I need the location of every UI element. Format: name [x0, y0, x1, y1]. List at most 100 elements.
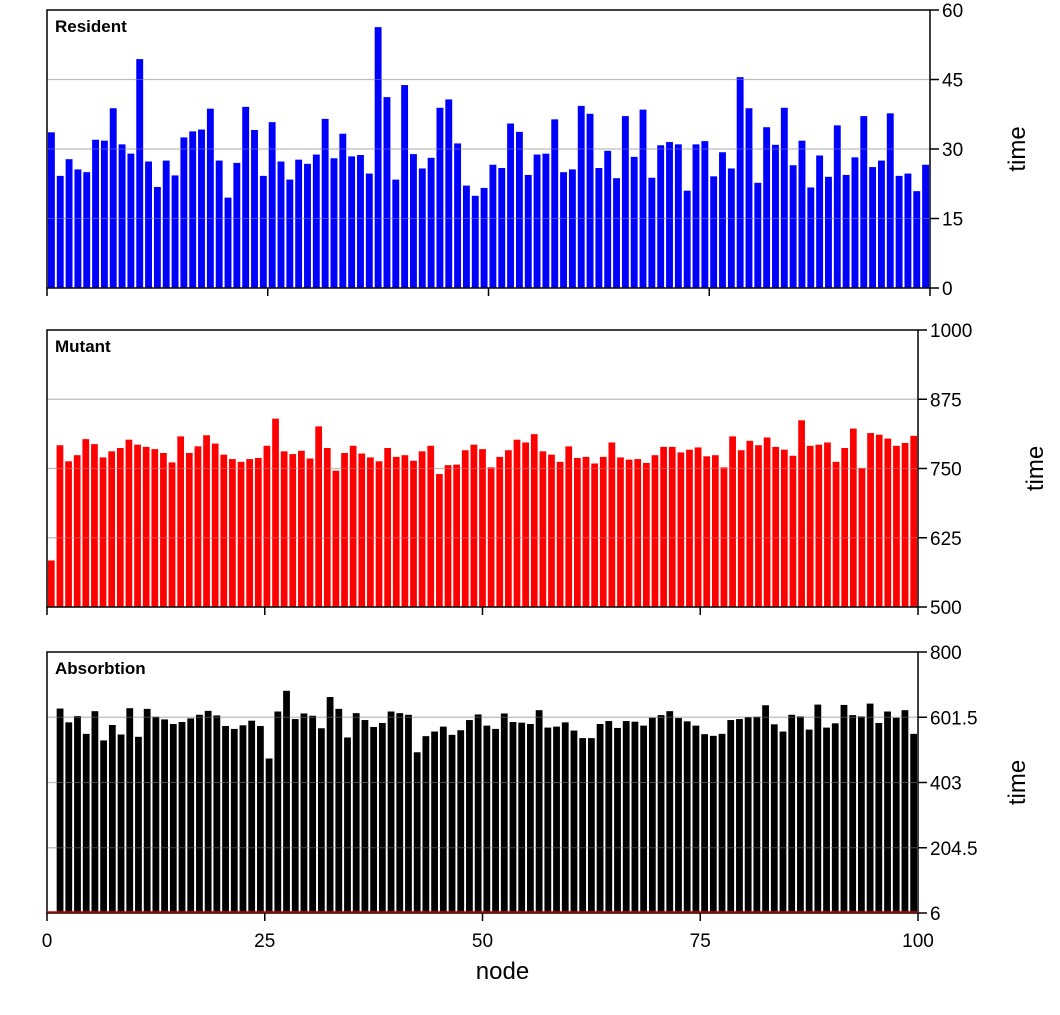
bar: [533, 154, 541, 288]
bar: [507, 123, 515, 289]
bar: [535, 710, 543, 913]
bar: [798, 420, 805, 607]
bar: [524, 174, 532, 288]
bar: [625, 459, 633, 607]
bar: [312, 154, 320, 288]
bar: [824, 442, 831, 607]
bar: [309, 715, 317, 913]
bar: [560, 172, 567, 288]
bar: [248, 720, 256, 913]
x-tick-label: 25: [254, 931, 275, 952]
bar: [272, 418, 279, 607]
y-tick-label: 800: [930, 643, 962, 664]
bar: [454, 143, 462, 288]
bar: [660, 446, 667, 607]
bar: [789, 165, 797, 288]
bar: [189, 131, 197, 288]
bar: [605, 721, 613, 913]
bar: [357, 155, 364, 288]
bar: [798, 140, 806, 288]
bar: [762, 705, 769, 913]
bar: [701, 141, 709, 288]
bar: [677, 452, 685, 607]
bar: [657, 715, 665, 913]
bar: [542, 153, 550, 288]
bar: [779, 731, 787, 913]
y-tick-label: 204.5: [930, 839, 978, 860]
bar: [474, 714, 482, 913]
bar: [806, 445, 814, 607]
bar: [178, 722, 186, 913]
bar: [384, 448, 392, 607]
bar: [220, 454, 228, 607]
bar: [196, 714, 203, 913]
bar: [755, 445, 762, 607]
bar: [257, 725, 264, 913]
bar: [530, 434, 538, 607]
bar: [169, 723, 177, 913]
y-tick-label: 403: [930, 774, 962, 795]
bar: [648, 177, 656, 288]
bar: [187, 718, 195, 913]
bar: [772, 144, 779, 288]
bar: [161, 719, 168, 913]
bar: [622, 721, 630, 913]
bar: [825, 176, 832, 288]
bar: [448, 734, 456, 913]
bar: [177, 436, 185, 607]
bar: [709, 735, 717, 913]
bar: [710, 176, 718, 288]
bar: [797, 716, 804, 913]
bar: [396, 713, 404, 913]
bar: [151, 449, 159, 607]
bar: [277, 161, 285, 288]
bar: [126, 708, 134, 913]
bar: [91, 444, 98, 607]
bar: [729, 436, 736, 607]
y-tick-label: 60: [942, 1, 963, 22]
bar: [204, 710, 212, 913]
y-axis-label: time: [1004, 760, 1031, 805]
bar: [171, 175, 179, 288]
bar: [884, 438, 892, 607]
bar: [674, 144, 682, 288]
bar: [418, 168, 426, 288]
bar: [789, 455, 797, 607]
bar: [211, 443, 219, 607]
bar: [185, 452, 193, 607]
bar: [413, 752, 421, 913]
bar: [289, 454, 297, 607]
bar: [901, 443, 909, 607]
bar: [263, 445, 271, 607]
bar: [109, 108, 117, 288]
bar: [833, 125, 841, 289]
bar: [489, 164, 497, 288]
bar: [317, 728, 325, 913]
bar: [736, 77, 744, 289]
bar: [344, 737, 351, 913]
bar: [754, 182, 762, 288]
bar: [180, 137, 188, 288]
bar: [65, 461, 72, 607]
y-tick-label: 1000: [930, 321, 972, 342]
y-tick-label: 625: [930, 529, 962, 550]
bar: [849, 428, 857, 607]
bar: [904, 173, 912, 288]
bar: [100, 140, 108, 288]
panel-title: Mutant: [55, 337, 111, 356]
bar: [82, 733, 90, 913]
panel-title: Resident: [55, 17, 127, 36]
bar: [436, 474, 443, 607]
panel-title: Absorbtion: [55, 659, 146, 678]
bar: [604, 150, 612, 288]
bar: [457, 730, 465, 913]
bar: [461, 450, 469, 607]
y-axis-label: time: [1004, 126, 1031, 171]
bar: [823, 727, 830, 913]
bar: [198, 129, 205, 288]
bar: [666, 711, 674, 913]
bar: [142, 446, 150, 607]
bar: [229, 459, 236, 607]
bar: [410, 154, 417, 288]
bar: [913, 191, 921, 288]
